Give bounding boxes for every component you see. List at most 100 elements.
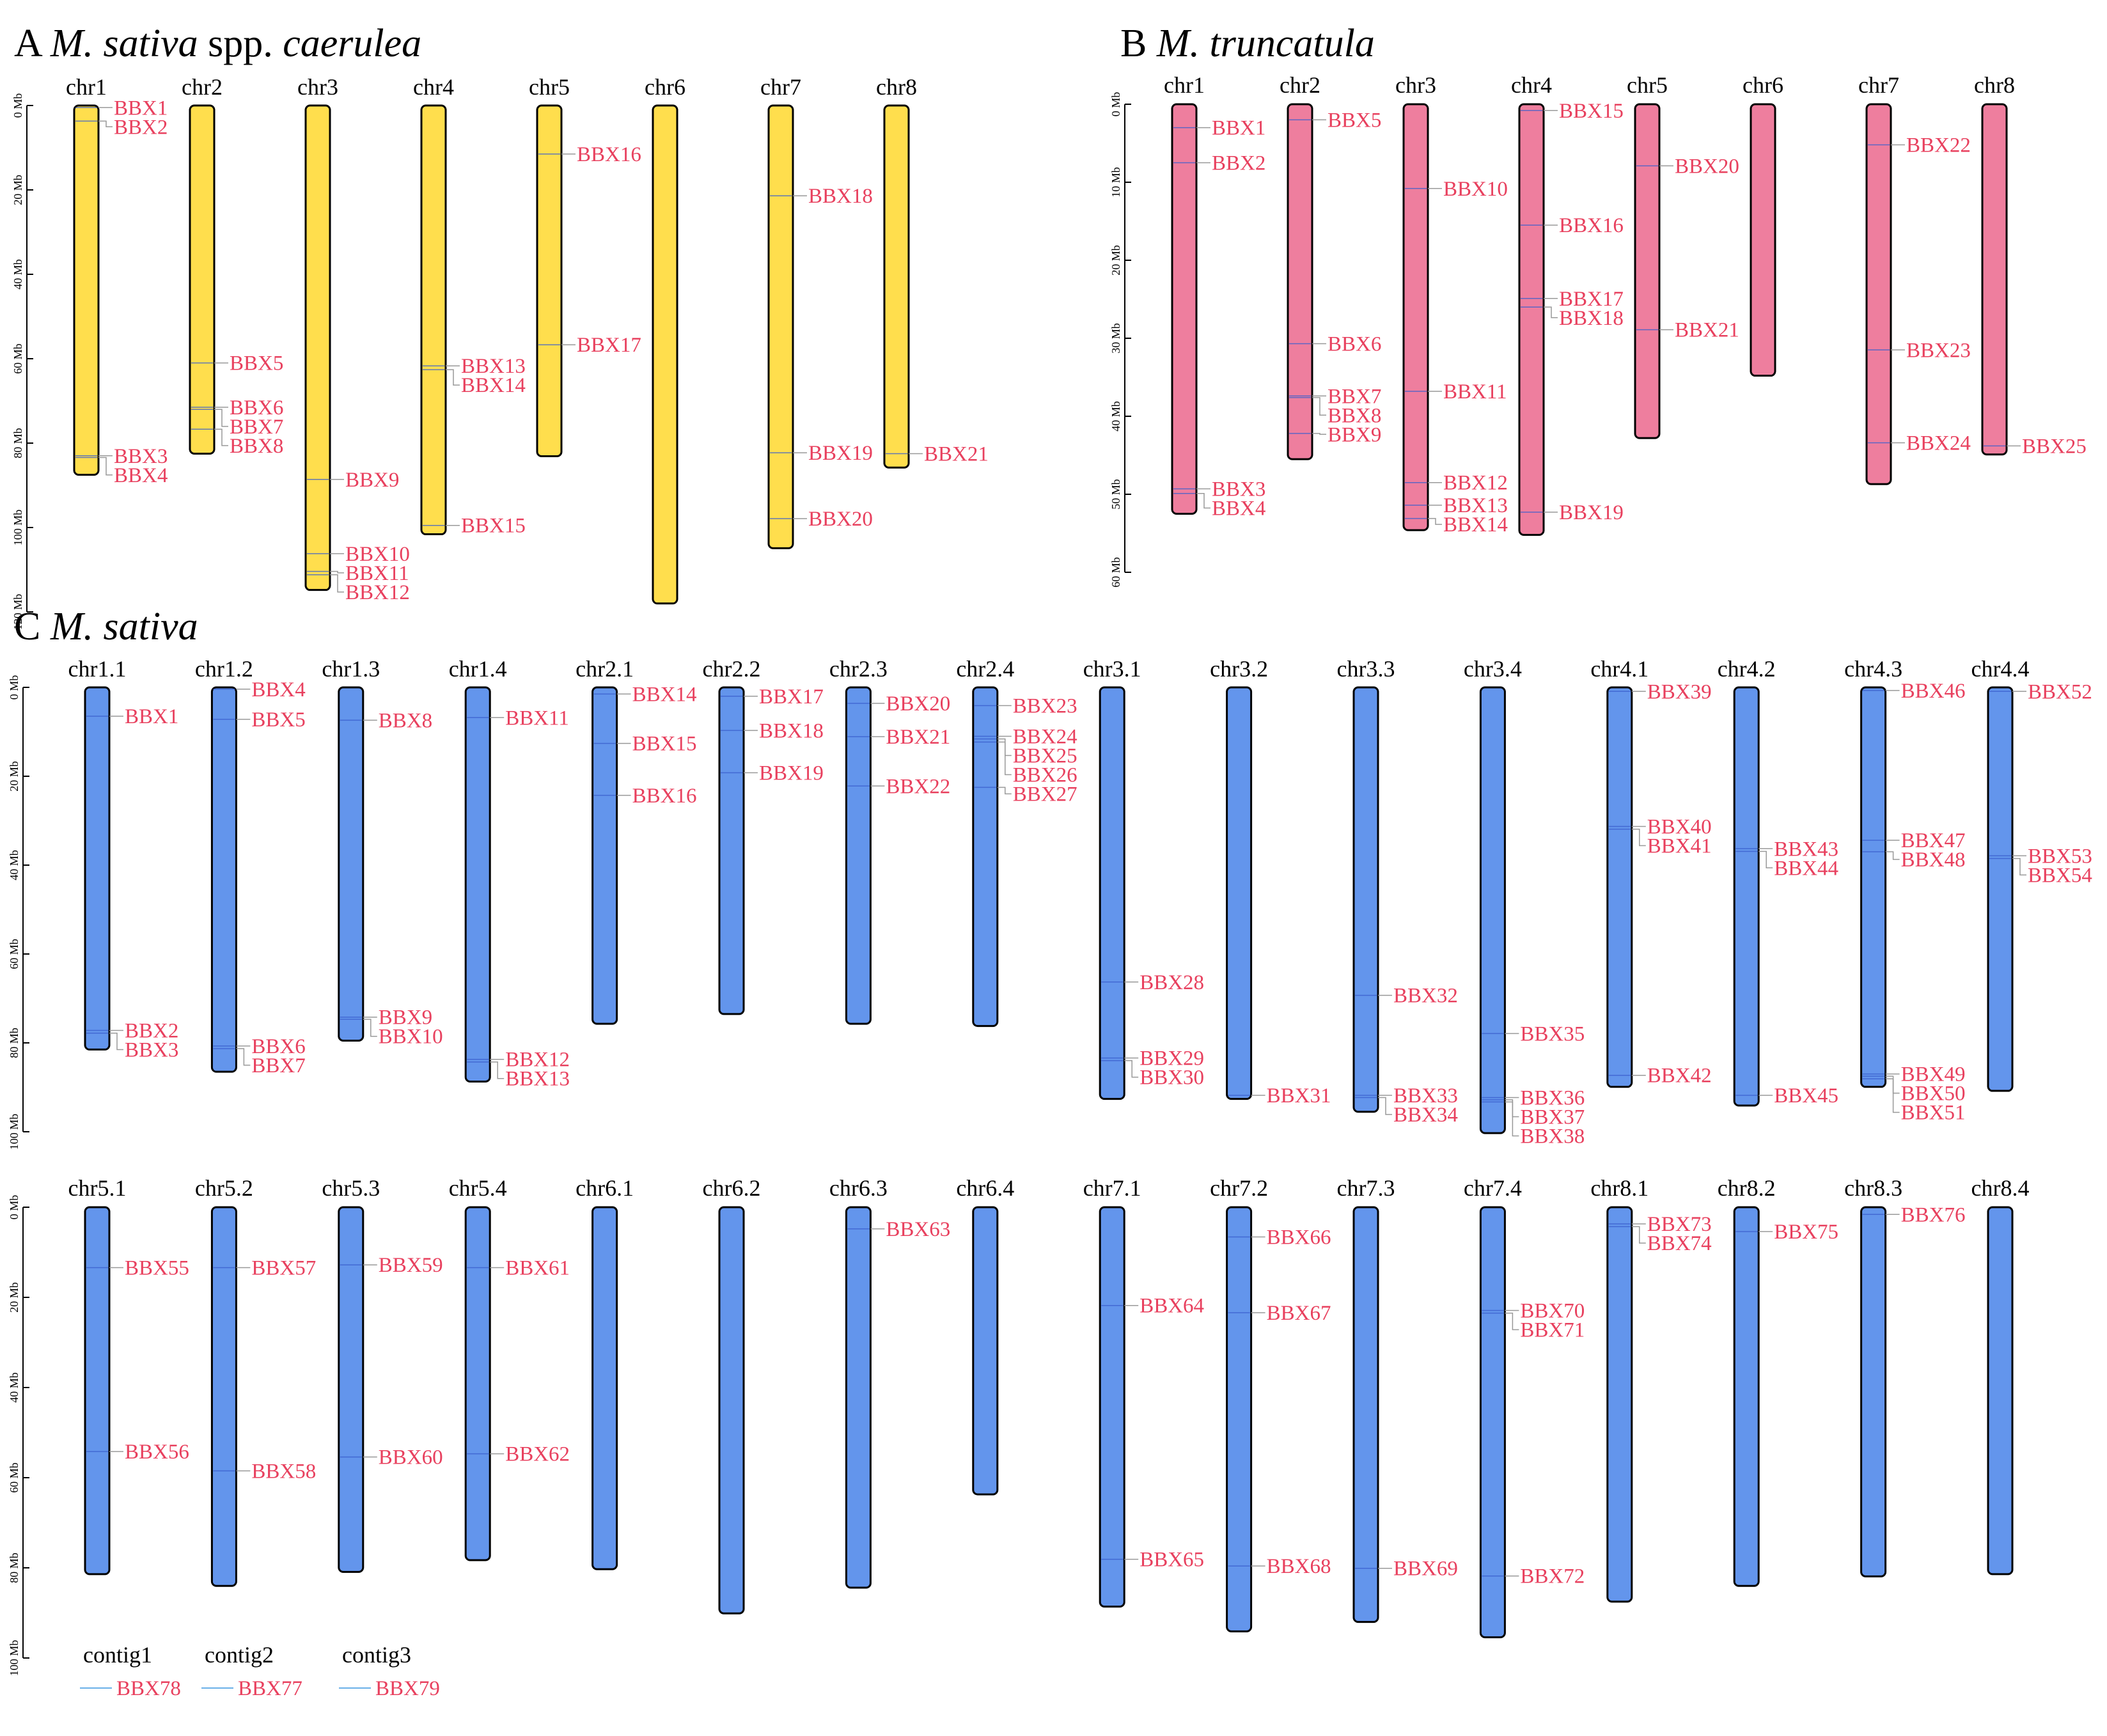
gene-connector <box>446 369 460 386</box>
gene-label: BBX78 <box>116 1677 181 1700</box>
gene-label: BBX10 <box>1443 178 1508 201</box>
axis-tick-label: 20 Mb <box>12 175 24 205</box>
gene-connector <box>109 1032 123 1051</box>
chromosome-bar <box>1099 686 1125 1100</box>
gene-label: BBX77 <box>238 1677 302 1700</box>
gene-label: BBX56 <box>125 1441 189 1464</box>
chromosome-bar <box>189 104 215 455</box>
gene-label: BBX35 <box>1520 1022 1585 1045</box>
chromosome-bar <box>210 1206 237 1587</box>
chromosome-bar <box>1226 1206 1253 1632</box>
axis-tick-label: 40 Mb <box>12 259 24 290</box>
chromosome-bar <box>1479 686 1506 1134</box>
chromosome-label: chr2 <box>182 74 223 100</box>
gene-label: BBX15 <box>1559 100 1624 123</box>
chromosome-chr8.2: chr8.2 BBX75 <box>1718 1175 1838 1587</box>
chromosome-bar <box>1733 1206 1760 1587</box>
gene-label: BBX11 <box>505 707 569 730</box>
chromosome-label: chr1 <box>66 74 107 100</box>
gene-label: BBX18 <box>759 719 824 742</box>
chromosome-label: chr8.3 <box>1844 1175 1902 1201</box>
contig-contig2: contig2 BBX77 <box>201 1642 302 1700</box>
gene-label: BBX79 <box>375 1677 440 1700</box>
chromosome-label: chr4.3 <box>1844 656 1902 682</box>
chromosome-label: chr7.3 <box>1337 1175 1395 1201</box>
chromosome-chr7.2: chr7.2 BBX66 BBX67 BBX68 <box>1210 1175 1331 1632</box>
gene-label: BBX50 <box>1901 1083 1966 1106</box>
chromosome-label: chr4 <box>1511 72 1552 98</box>
chromosome-bar <box>1171 103 1198 515</box>
chromosome-label: chr1.3 <box>322 656 380 682</box>
chromosome-label: chr1 <box>1164 72 1205 98</box>
gene-connector <box>236 1048 251 1066</box>
chromosome-chr8: chr8 BBX25 <box>1974 72 2087 458</box>
gene-label: BBX3 <box>125 1039 178 1062</box>
gene-label: BBX11 <box>1443 380 1507 403</box>
gene-label: BBX45 <box>1774 1084 1838 1107</box>
gene-label: BBX71 <box>1520 1318 1585 1341</box>
gene-label: BBX27 <box>1013 783 1077 806</box>
chromosome-bar <box>1606 686 1633 1088</box>
chromosome-chr6: chr6 <box>645 74 685 605</box>
gene-label: BBX2 <box>1212 152 1265 175</box>
chromosome-label: chr8 <box>876 74 917 100</box>
gene-label: BBX10 <box>345 543 410 566</box>
gene-label: BBX67 <box>1267 1302 1331 1325</box>
axis-tick-label: 120 Mb <box>12 594 24 630</box>
species-tail: caerulea <box>283 22 421 65</box>
gene-label: BBX55 <box>125 1256 189 1279</box>
gene-label: BBX34 <box>1393 1104 1458 1127</box>
gene-label: BBX25 <box>1013 744 1077 767</box>
gene-label: BBX12 <box>1443 472 1508 495</box>
gene-label: BBX21 <box>1675 319 1739 342</box>
gene-label: BBX18 <box>808 185 873 208</box>
chromosome-chr5.2: chr5.2 BBX57 BBX58 <box>195 1175 316 1587</box>
axis-tick-label: 20 Mb <box>1109 245 1122 276</box>
chromosome-bar <box>1287 103 1313 460</box>
chromosome-bar <box>1733 686 1760 1107</box>
panel-B: B M. truncatula 0 Mb 10 Mb 20 Mb 30 Mb 40 Mb 5… <box>1109 22 2087 588</box>
gene-label: BBX33 <box>1393 1084 1458 1107</box>
gene-connector <box>1505 1101 1519 1137</box>
axis-tick-label: 100 Mb <box>12 510 24 546</box>
chromosome-bar <box>1981 103 2008 456</box>
chromosome-label: chr5.4 <box>449 1175 507 1201</box>
axis-tick-label: 40 Mb <box>1109 401 1122 432</box>
chromosome-label: chr4.1 <box>1590 656 1649 682</box>
chromosome-label: chr7.4 <box>1464 1175 1522 1201</box>
chromosome-bar <box>972 1206 999 1496</box>
gene-label: BBX15 <box>461 515 526 538</box>
chromosome-bar <box>1860 686 1887 1088</box>
axis-tick-label: 40 Mb <box>8 850 20 880</box>
gene-label: BBX3 <box>114 445 168 468</box>
gene-label: BBX44 <box>1774 857 1838 880</box>
chromosome-label: chr3.4 <box>1464 656 1522 682</box>
gene-connector <box>98 457 113 476</box>
gene-label: BBX39 <box>1647 680 1712 703</box>
gene-label: BBX59 <box>379 1254 443 1277</box>
gene-connector <box>1378 1097 1392 1115</box>
axis-tick-label: 80 Mb <box>8 1028 20 1058</box>
chromosome-bar <box>1099 1206 1125 1608</box>
species-name: M. sativa <box>50 22 198 65</box>
gene-connector <box>98 120 113 128</box>
chromosome-bar <box>420 104 447 536</box>
axis-A: 0 Mb 20 Mb 40 Mb 60 Mb 80 Mb 100 Mb 120 Mb <box>12 93 33 630</box>
chromosome-label: chr5.1 <box>68 1175 127 1201</box>
chromosome-bar <box>845 686 872 1025</box>
gene-connector <box>1631 828 1646 847</box>
chromosome-label: chr8.2 <box>1718 1175 1776 1201</box>
gene-label: BBX5 <box>230 352 283 375</box>
chromosome-bar <box>718 1206 745 1615</box>
species-suffix: spp. <box>198 22 283 65</box>
chromosome-label: chr6.2 <box>703 1175 761 1201</box>
chromosome-chr6.4: chr6.4 <box>956 1175 1014 1496</box>
gene-label: BBX2 <box>125 1020 178 1043</box>
chromosome-chr7.3: chr7.3 BBX69 <box>1337 1175 1458 1623</box>
gene-label: BBX42 <box>1647 1065 1712 1088</box>
